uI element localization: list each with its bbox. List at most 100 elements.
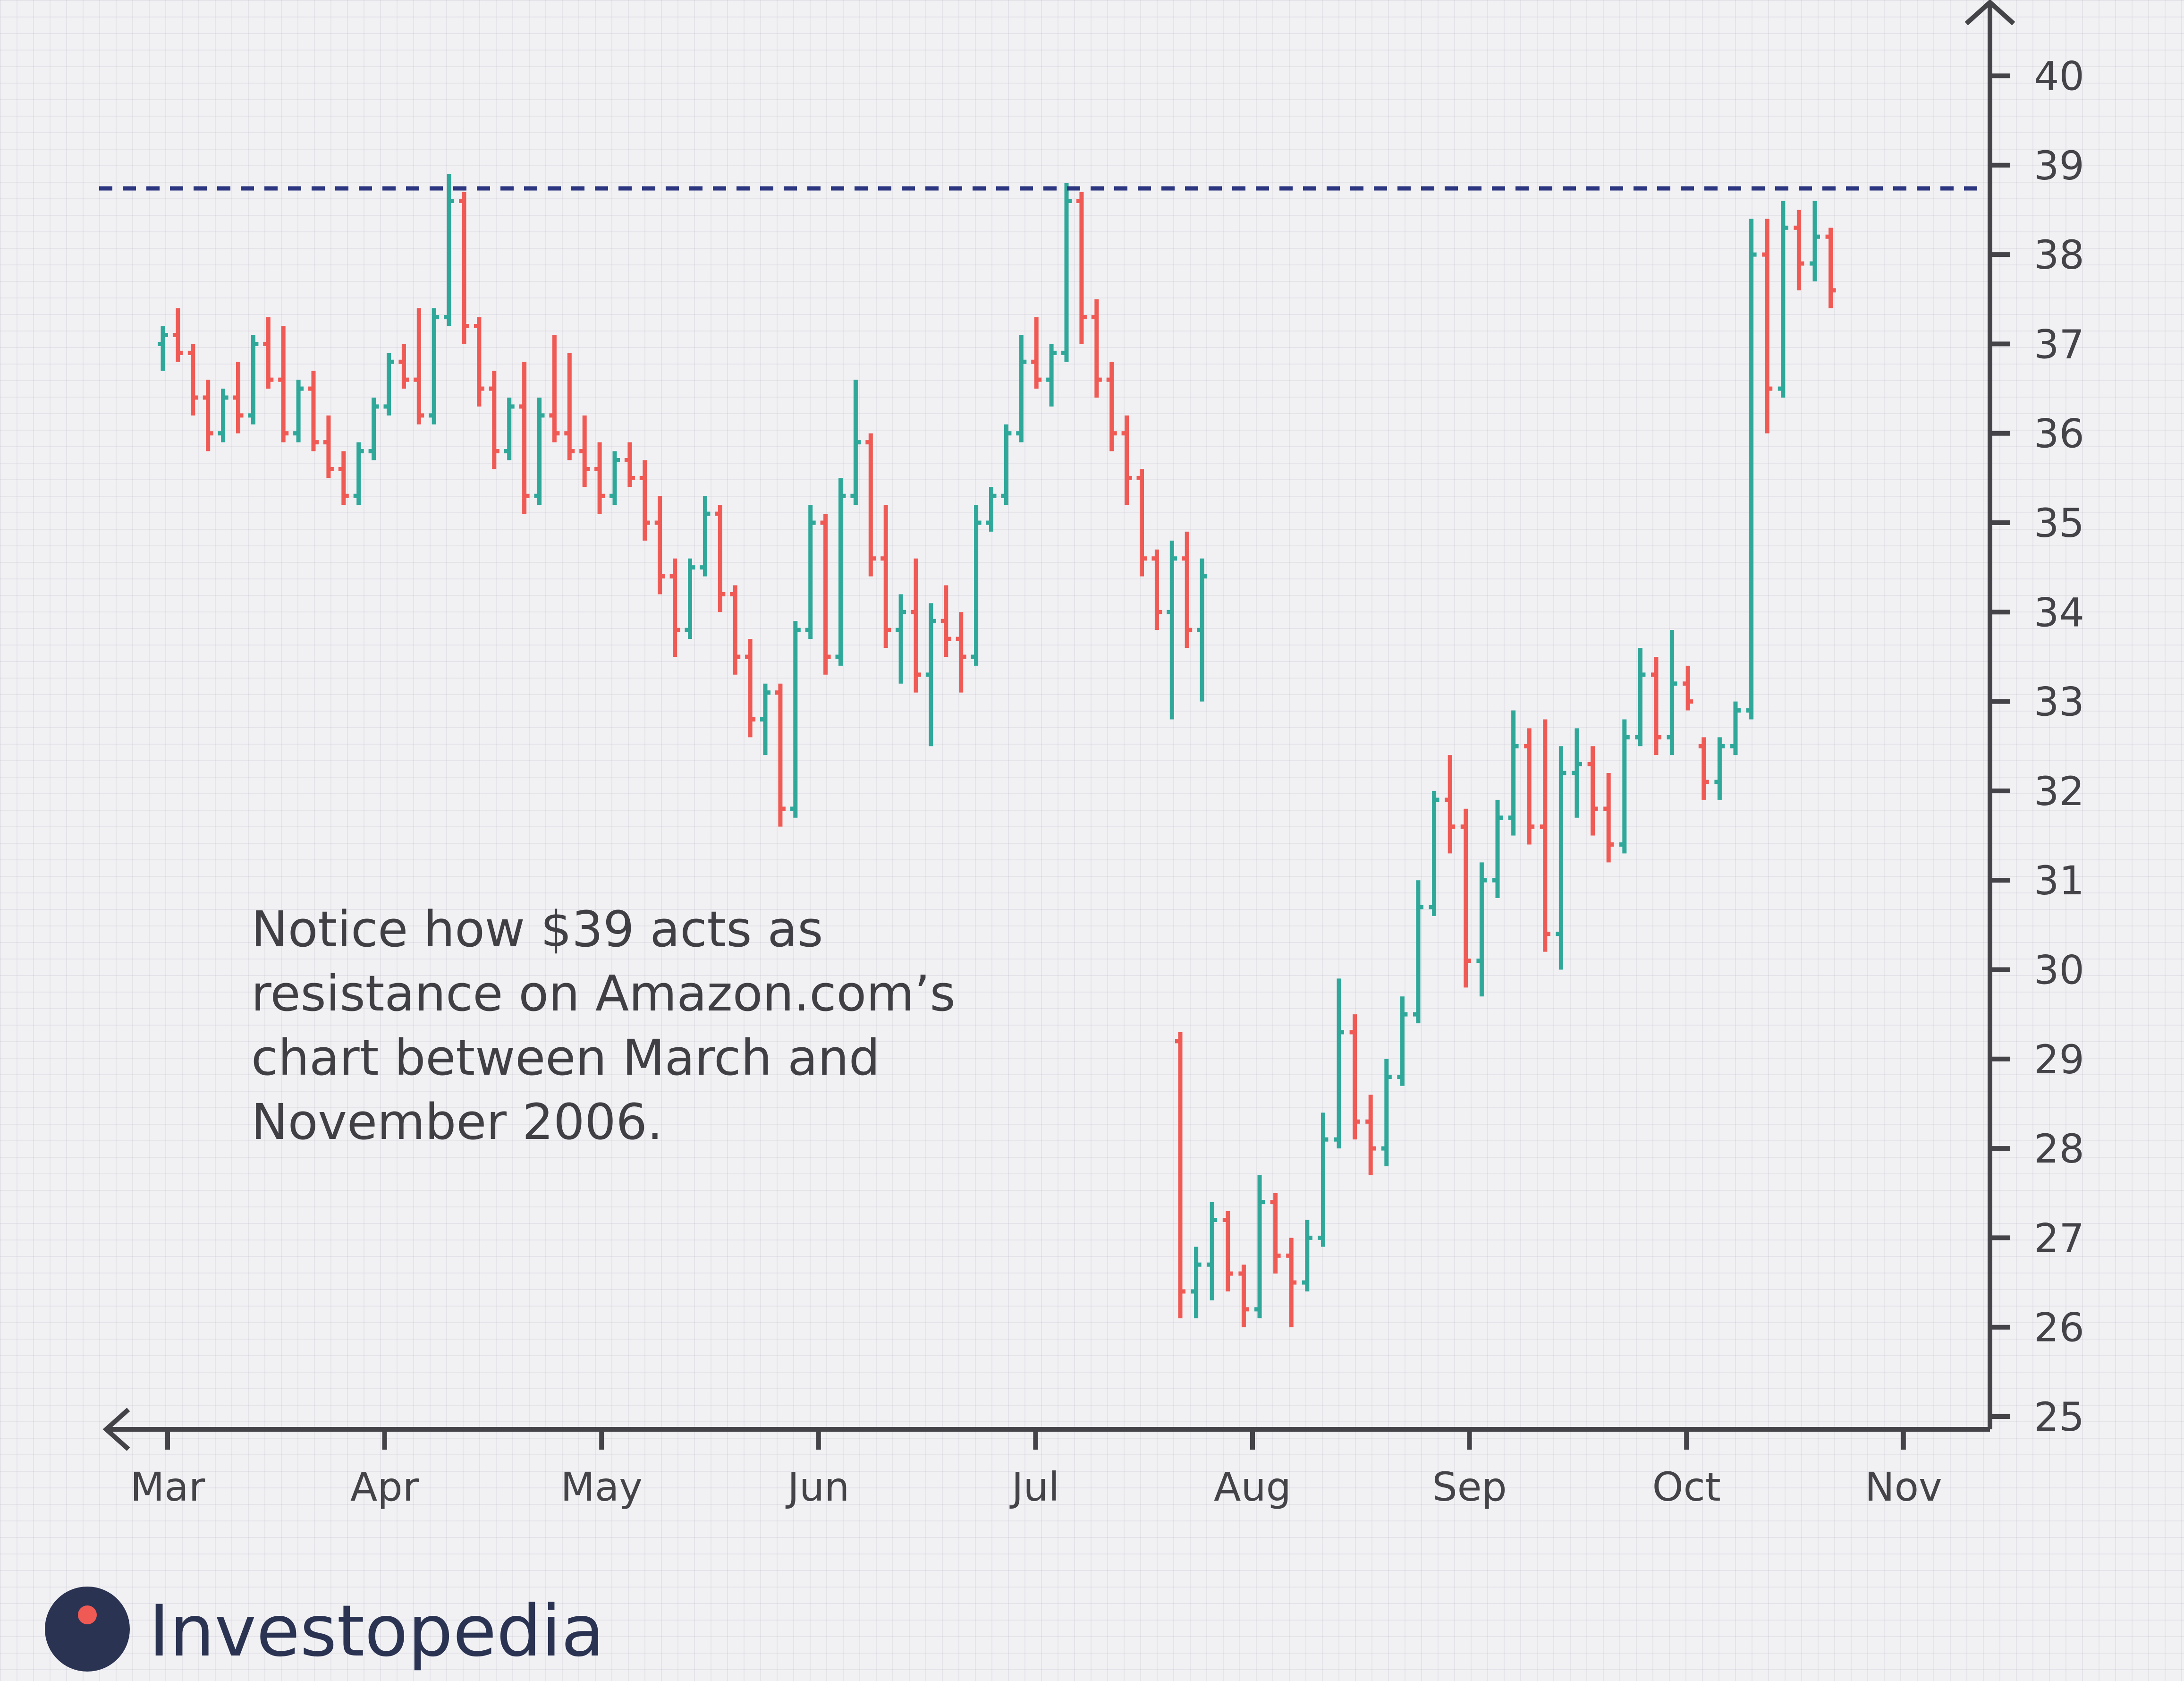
ohlc-bar (519, 362, 530, 514)
ohlc-bar (624, 442, 635, 487)
ohlc-bar (715, 505, 726, 612)
ohlc-bar (1031, 317, 1042, 389)
ohlc-bar (820, 514, 831, 675)
ohlc-bar (1730, 701, 1741, 756)
ohlc-bar (760, 683, 770, 756)
y-tick-label: 34 (2034, 589, 2084, 636)
y-tick-label: 36 (2034, 411, 2084, 457)
ohlc-bar (1698, 737, 1709, 800)
ohlc-bar (233, 362, 244, 433)
ohlc-bar (218, 389, 229, 442)
ohlc-bar (1778, 201, 1788, 398)
ohlc-bar (1121, 415, 1132, 505)
ohlc-bar (1349, 1014, 1360, 1140)
ohlc-bar (1254, 1175, 1265, 1318)
y-tick-label: 28 (2034, 1126, 2084, 1172)
x-tick-label: Mar (130, 1464, 205, 1510)
x-tick-label: Jul (1009, 1464, 1059, 1510)
ohlc-bar (700, 496, 711, 577)
ohlc-bar (1413, 880, 1423, 1024)
ohlc-bar (323, 415, 334, 478)
ohlc-bar (1667, 630, 1677, 756)
x-tick-label: Aug (1214, 1464, 1291, 1510)
ohlc-bars (158, 174, 1836, 1327)
ohlc-bar (1106, 362, 1117, 451)
ohlc-bar (1381, 1059, 1392, 1166)
ohlc-bar (594, 442, 605, 514)
ohlc-bar (1167, 540, 1177, 720)
ohlc-bar (940, 585, 951, 657)
ohlc-bar (338, 451, 349, 505)
y-tick-label: 26 (2034, 1305, 2084, 1351)
ohlc-bar (1714, 737, 1725, 800)
ohlc-bar (187, 344, 198, 416)
ohlc-bar (293, 380, 304, 442)
y-tick-label: 35 (2034, 500, 2084, 546)
ohlc-bar (1794, 210, 1804, 290)
ohlc-bar (504, 397, 515, 460)
ohlc-bar (1286, 1238, 1297, 1327)
ohlc-bar (474, 317, 484, 407)
ohlc-bar (1318, 1112, 1329, 1247)
ohlc-bar (685, 558, 695, 639)
ohlc-bar (383, 353, 394, 416)
ohlc-bar (986, 487, 997, 532)
ohlc-bar (368, 397, 379, 460)
ohlc-bar (1046, 344, 1057, 407)
ohlc-bar (1222, 1211, 1233, 1291)
ohlc-bar (1683, 665, 1693, 711)
ohlc-bar (1556, 746, 1566, 970)
y-tick-label: 39 (2034, 143, 2084, 189)
ohlc-bar (1151, 549, 1162, 630)
ohlc-bar (1651, 656, 1661, 756)
y-tick-label: 25 (2034, 1394, 2084, 1440)
ohlc-bar (1540, 719, 1550, 952)
ohlc-bar (835, 478, 846, 666)
ohlc-bar (534, 397, 545, 505)
ohlc-bar (1476, 862, 1487, 997)
ohlc-bar (669, 558, 680, 657)
ohlc-bar (805, 505, 816, 639)
ohlc-bar (1061, 183, 1072, 362)
ohlc-bar (1429, 790, 1439, 916)
y-tick-label: 29 (2034, 1036, 2084, 1083)
ohlc-bar (1587, 746, 1598, 836)
ohlc-bar (444, 174, 455, 326)
x-axis-arrow (102, 1408, 130, 1451)
ohlc-bar (1508, 710, 1519, 836)
y-axis-ticks: 25 26 27 28 29 30 31 32 33 34 35 36 37 38 39 40 (1990, 53, 2084, 1440)
ohlc-bar (1076, 192, 1087, 344)
ohlc-bar (654, 496, 665, 594)
ohlc-bar (414, 308, 424, 424)
ohlc-bar (308, 371, 319, 451)
ohlc-bar (248, 335, 259, 424)
ohlc-bar (1136, 469, 1147, 577)
ohlc-bar (865, 433, 876, 577)
x-tick-label: Sep (1432, 1464, 1507, 1510)
chart-axes (102, 0, 2015, 1451)
ohlc-bar (172, 308, 183, 362)
y-tick-label: 30 (2034, 947, 2084, 993)
ohlc-bar (1334, 978, 1344, 1149)
y-tick-label: 40 (2034, 53, 2084, 100)
x-tick-label: Oct (1652, 1464, 1721, 1510)
ohlc-bar (1635, 648, 1646, 747)
ohlc-bar (1365, 1095, 1376, 1175)
y-axis-arrow (1964, 0, 2015, 25)
ohlc-bar (850, 380, 861, 505)
ohlc-bar (880, 505, 891, 648)
ohlc-bar (489, 371, 499, 469)
ohlc-bar (398, 344, 409, 389)
y-tick-label: 27 (2034, 1215, 2084, 1261)
ohlc-bar (1238, 1265, 1249, 1327)
y-tick-label: 38 (2034, 232, 2084, 278)
ohlc-bar (1524, 728, 1535, 845)
investopedia-logo-icon (45, 1587, 130, 1672)
ohlc-bar (459, 192, 469, 344)
x-tick-label: May (560, 1464, 643, 1510)
ohlc-bar (925, 603, 936, 747)
ohlc-bar (911, 558, 921, 693)
ohlc-bar (775, 683, 786, 827)
ohlc-bar (1572, 728, 1582, 818)
